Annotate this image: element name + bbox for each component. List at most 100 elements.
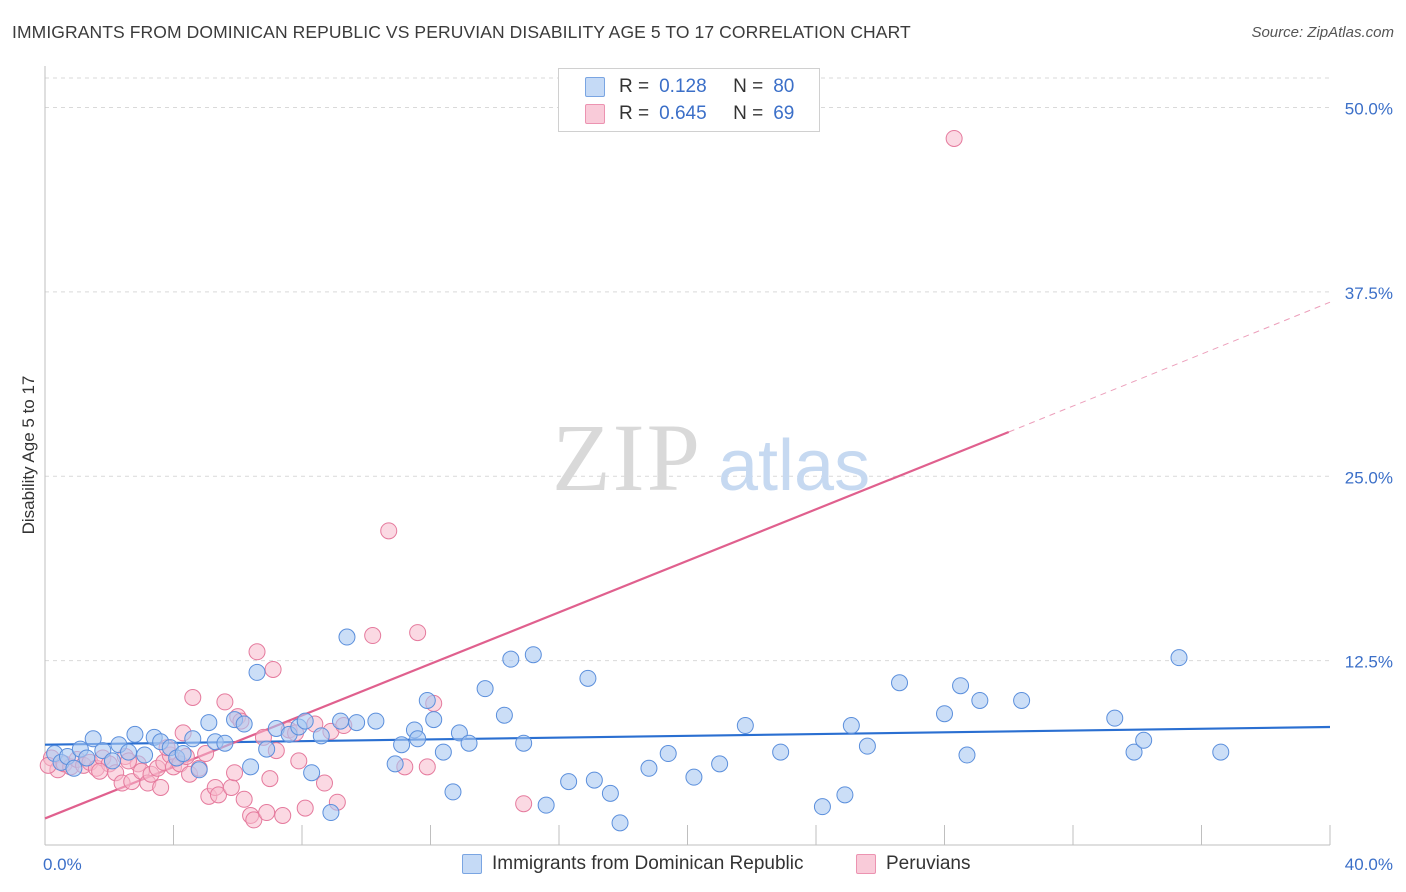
dominican-point bbox=[611, 814, 629, 832]
dominican-point bbox=[936, 705, 953, 723]
y-axis-label: Disability Age 5 to 17 bbox=[19, 376, 38, 535]
watermark-atlas: atlas bbox=[718, 426, 870, 506]
dominican-point bbox=[560, 773, 578, 791]
legend-r-value: 0.128 bbox=[659, 76, 707, 97]
dominican-point bbox=[434, 743, 452, 761]
peruvians-point bbox=[226, 764, 244, 782]
dominican-point bbox=[495, 706, 513, 724]
peruvians-point bbox=[315, 774, 333, 792]
dominican-point bbox=[393, 736, 411, 754]
x-tick-label: 40.0% bbox=[1345, 855, 1393, 874]
peruvians-trend-extension bbox=[1008, 301, 1331, 433]
peruvians-point bbox=[197, 745, 215, 763]
dominican-point bbox=[338, 628, 356, 646]
dominican-points bbox=[46, 628, 1230, 832]
y-tick-label: 37.5% bbox=[1345, 284, 1393, 303]
bottom-legend-label-dominican: Immigrants from Dominican Republic bbox=[492, 853, 804, 874]
peruvians-point bbox=[152, 778, 170, 796]
peruvians-point bbox=[258, 804, 276, 822]
gridlines bbox=[45, 77, 1330, 662]
dominican-point bbox=[348, 714, 366, 732]
dominican-point bbox=[409, 730, 427, 748]
dominican-point bbox=[312, 727, 330, 745]
dominican-point bbox=[659, 745, 677, 763]
dominican-point bbox=[585, 771, 603, 789]
dominican-point bbox=[460, 734, 478, 752]
dominican-point bbox=[103, 752, 121, 770]
tick-labels: 12.5% 25.0% 37.5% 50.0% 0.0% 40.0% bbox=[43, 100, 1393, 875]
peruvians-point bbox=[380, 522, 398, 540]
dominican-point bbox=[1013, 691, 1031, 709]
legend-row-peruvians: R = 0.645 N = 69 bbox=[585, 102, 794, 126]
dominican-point bbox=[640, 759, 658, 777]
peruvians-point bbox=[248, 643, 266, 661]
peruvians-point bbox=[364, 627, 382, 645]
chart-title: IMMIGRANTS FROM DOMINICAN REPUBLIC VS PE… bbox=[12, 22, 911, 42]
dominican-point bbox=[418, 691, 436, 709]
peruvians-point bbox=[184, 689, 202, 706]
dominican-point bbox=[200, 714, 218, 732]
peruvians-point bbox=[235, 790, 253, 808]
dominican-point bbox=[65, 759, 83, 777]
dominican-point bbox=[685, 768, 703, 786]
peruvians-point bbox=[409, 624, 427, 642]
legend-swatch-pink bbox=[585, 104, 605, 124]
dominican-point bbox=[813, 798, 831, 816]
dominican-point bbox=[711, 755, 729, 773]
dominican-point bbox=[1106, 709, 1124, 727]
peruvians-point bbox=[296, 799, 314, 817]
watermark-zip: ZIP bbox=[552, 404, 702, 511]
dominican-point bbox=[84, 730, 102, 748]
dominican-point bbox=[891, 674, 909, 692]
dominican-point bbox=[303, 764, 321, 782]
dominican-point bbox=[386, 755, 404, 773]
dominican-point bbox=[367, 712, 385, 730]
peruvians-point bbox=[945, 129, 963, 147]
dominican-point bbox=[242, 758, 260, 776]
peruvians-point bbox=[209, 786, 227, 804]
y-tick-label: 25.0% bbox=[1345, 468, 1393, 487]
correlation-legend: R = 0.128 N = 80 R = 0.645 N = 69 bbox=[558, 68, 820, 132]
bottom-legend-peruvians: Peruvians bbox=[856, 852, 971, 876]
dominican-point bbox=[444, 783, 462, 801]
dominican-point bbox=[425, 711, 443, 729]
peruvians-point bbox=[290, 752, 308, 770]
dominican-point bbox=[952, 677, 970, 695]
peruvians-point bbox=[264, 660, 282, 678]
bottom-legend-swatch-pink bbox=[856, 854, 876, 874]
dominican-point bbox=[772, 743, 790, 761]
dominican-point bbox=[174, 745, 192, 763]
dominican-point bbox=[537, 796, 555, 814]
x-tick-label: 0.0% bbox=[43, 855, 82, 874]
dominican-point bbox=[332, 712, 350, 730]
peruvians-point bbox=[91, 762, 109, 780]
legend-n-label: N = bbox=[733, 103, 764, 124]
dominican-point bbox=[78, 749, 96, 767]
dominican-point bbox=[1125, 743, 1143, 761]
dominican-point bbox=[235, 715, 253, 733]
legend-row-dominican: R = 0.128 N = 80 bbox=[585, 75, 794, 99]
watermark: ZIP atlas bbox=[552, 404, 870, 511]
dominican-point bbox=[1212, 743, 1230, 761]
legend-r-label: R = bbox=[619, 103, 650, 124]
dominican-point bbox=[958, 746, 976, 764]
legend-r-value: 0.645 bbox=[659, 103, 707, 124]
legend-n-value: 80 bbox=[773, 76, 795, 97]
dominican-point bbox=[524, 646, 542, 664]
dominican-point bbox=[296, 712, 314, 730]
peruvians-point bbox=[274, 807, 292, 824]
dominican-point bbox=[216, 734, 234, 752]
peruvians-point bbox=[418, 758, 436, 776]
axes bbox=[44, 66, 1331, 846]
dominican-point bbox=[136, 746, 154, 764]
bottom-legend-dominican: Immigrants from Dominican Republic bbox=[462, 852, 804, 876]
dominican-point bbox=[971, 691, 989, 709]
legend-swatch-blue bbox=[585, 77, 605, 97]
peruvians-point bbox=[216, 693, 234, 711]
legend-n-label: N = bbox=[733, 76, 764, 97]
bottom-legend-label-peruvians: Peruvians bbox=[886, 853, 971, 874]
dominican-point bbox=[248, 663, 266, 681]
legend-r-label: R = bbox=[619, 76, 650, 97]
dominican-point bbox=[1135, 731, 1153, 749]
